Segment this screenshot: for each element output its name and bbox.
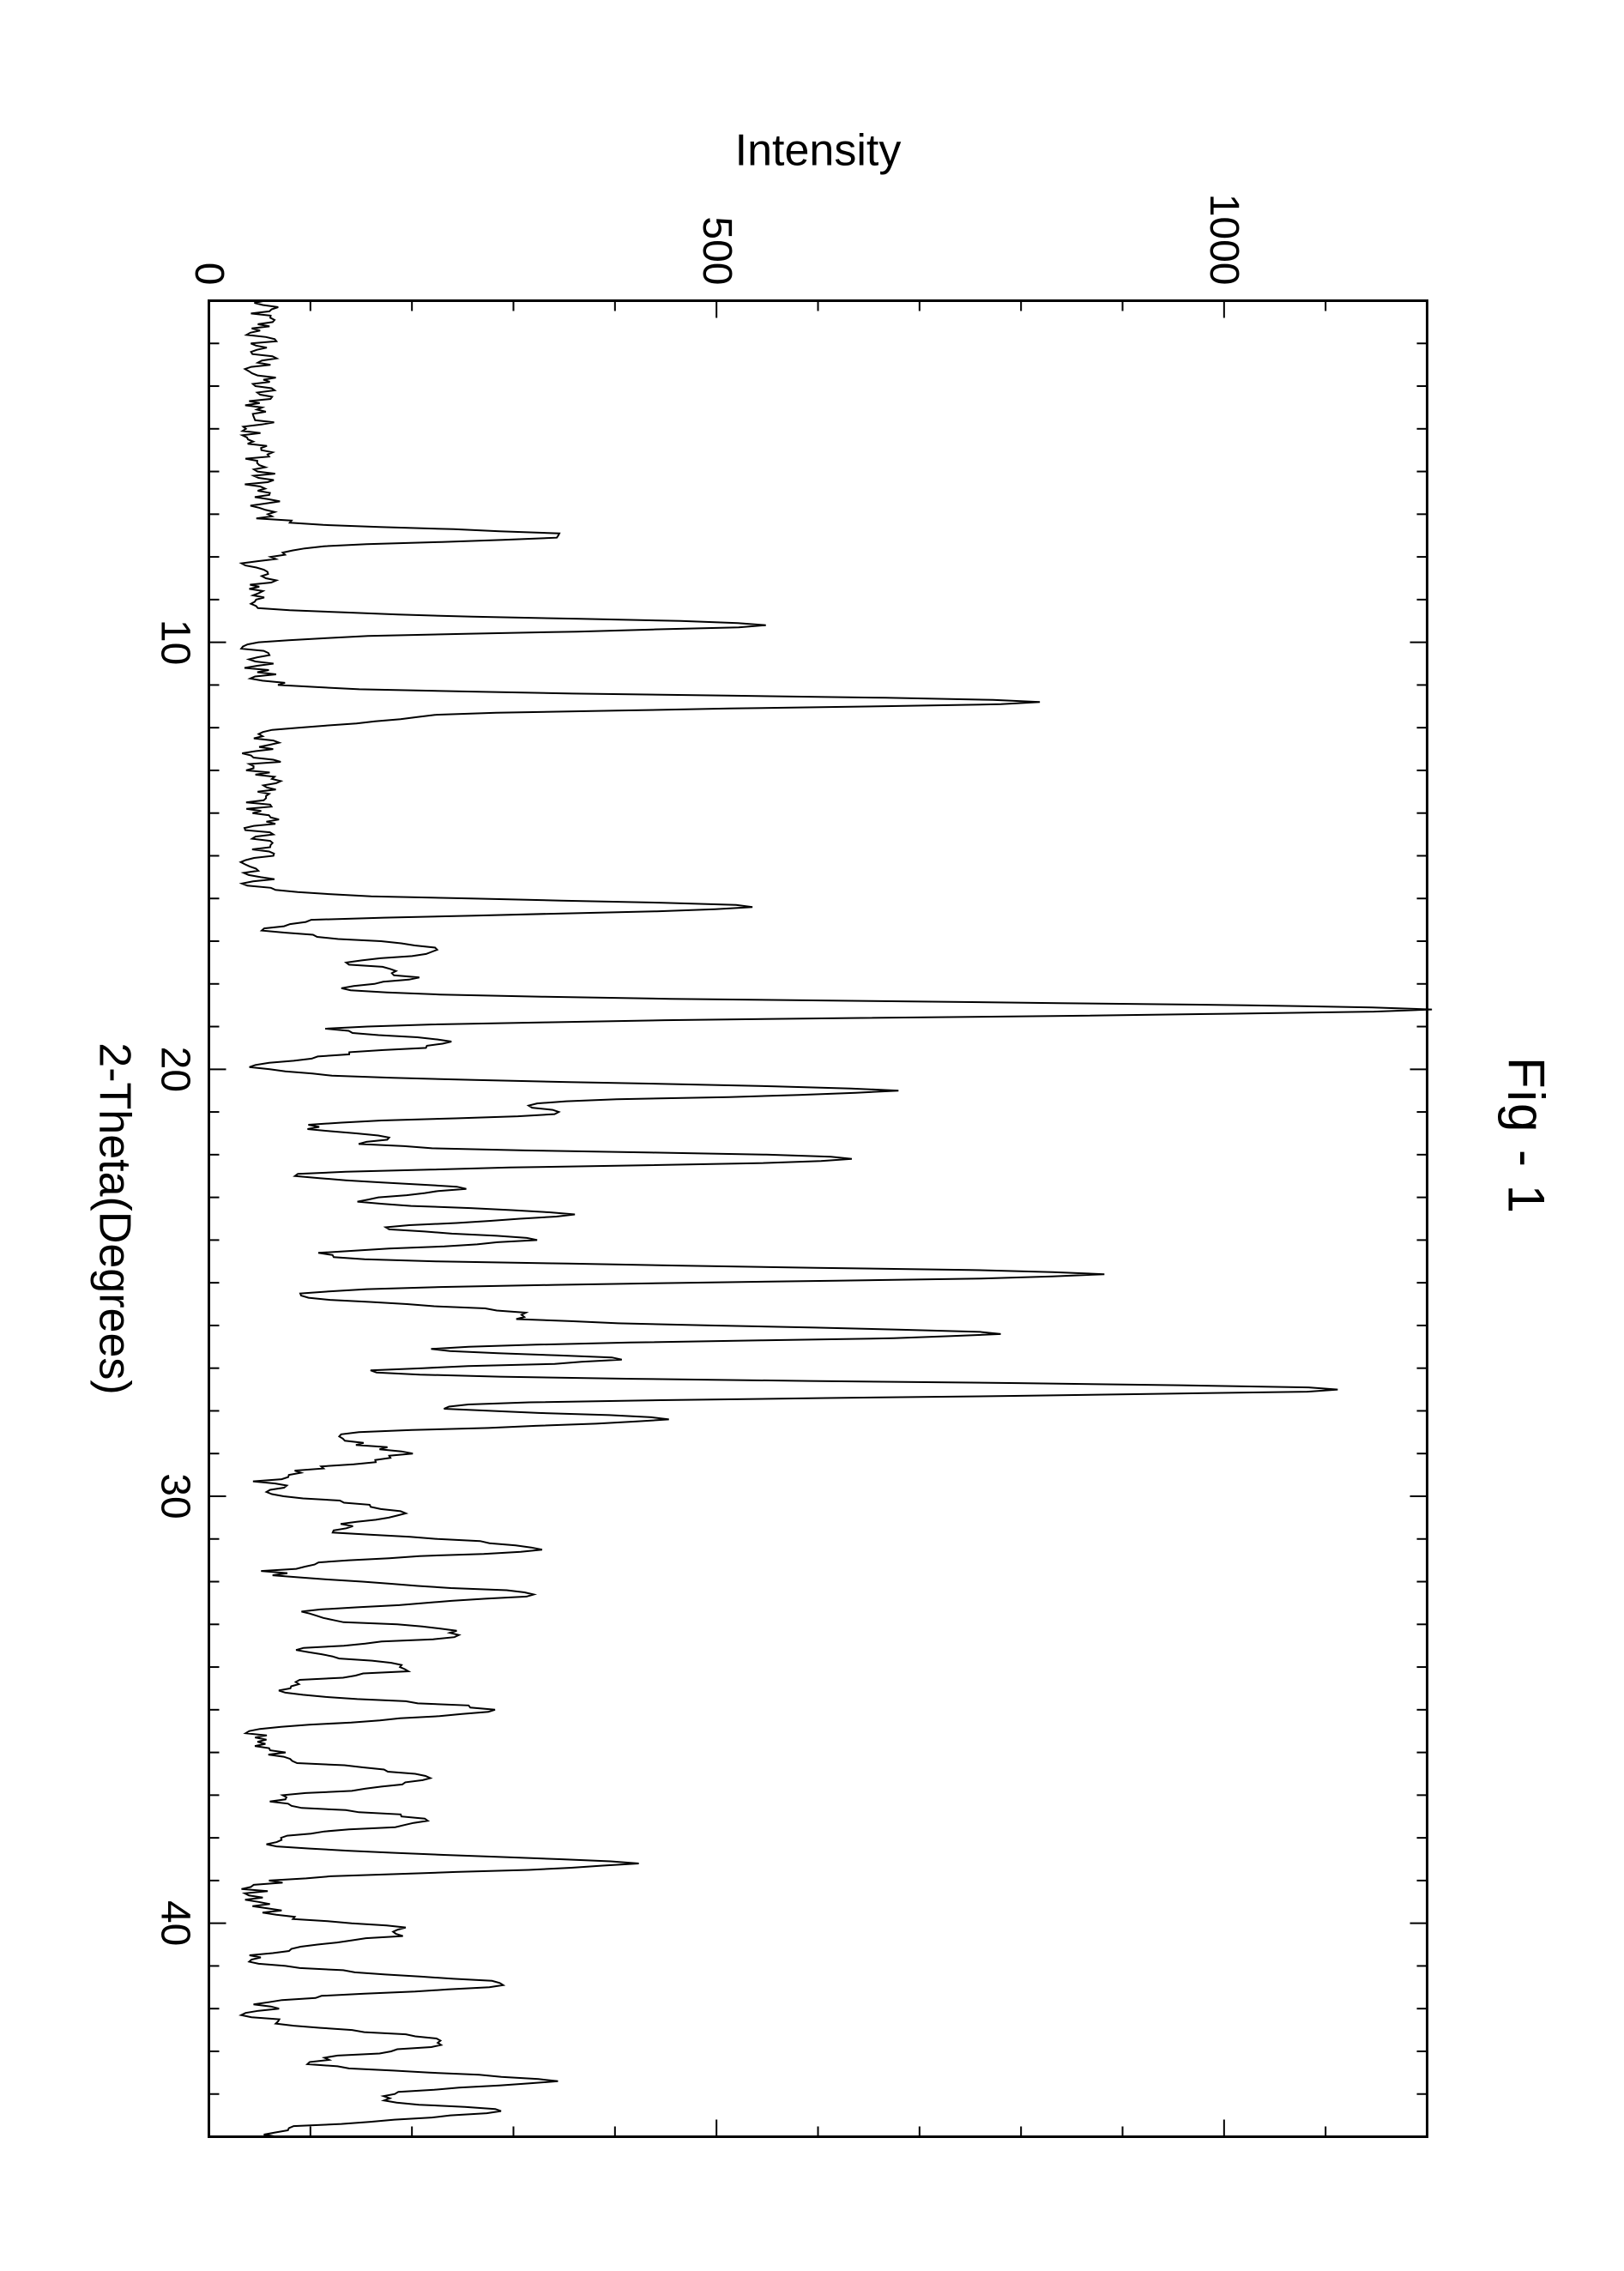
- chart-plot-area: [208, 300, 1427, 2136]
- y-axis-label: Intensity: [734, 124, 901, 176]
- x-tick-label: 20: [151, 1046, 198, 1091]
- x-tick-label: 40: [151, 1900, 198, 1945]
- y-tick-label: 0: [185, 262, 232, 285]
- xrd-spectrum-chart: [174, 266, 1461, 2171]
- figure-title: Fig - 1: [1496, 0, 1555, 2271]
- y-tick-label: 1000: [1200, 193, 1247, 285]
- page: Fig - 1 2-Theta(Degrees) Intensity 10 20 3…: [0, 0, 1624, 2271]
- x-tick-label: 10: [151, 619, 198, 664]
- spectrum-trace: [240, 300, 1432, 2136]
- y-tick-label: 500: [692, 216, 740, 285]
- x-axis-label: 2-Theta(Degrees): [88, 1042, 140, 1394]
- rotated-chart-container: Fig - 1 2-Theta(Degrees) Intensity 10 20 3…: [0, 0, 1624, 2271]
- x-tick-label: 30: [151, 1473, 198, 1519]
